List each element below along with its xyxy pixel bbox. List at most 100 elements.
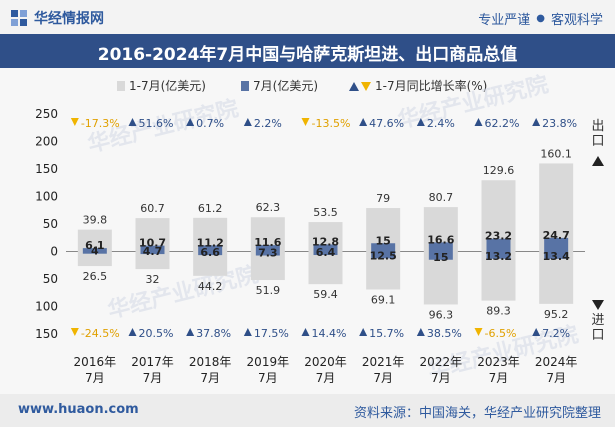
y-tick-label: 50 xyxy=(43,272,58,286)
brand-name: 华经情报网 xyxy=(34,11,104,27)
down-triangle-icon xyxy=(70,118,79,126)
side-label-import: 进口 xyxy=(591,313,604,343)
export-growth-item: 2.2% xyxy=(243,117,282,130)
y-tick-label: 0 xyxy=(50,245,58,259)
import-month-bar xyxy=(371,251,396,259)
import-month-bar xyxy=(140,251,165,255)
export-month-bar xyxy=(313,244,338,252)
import-month-bar xyxy=(544,251,569,259)
footer-source: 资料来源：中国海关，华经产业研究院整理 xyxy=(353,406,601,421)
import-month-label: 6.6 xyxy=(200,246,220,259)
import-month-label: 15 xyxy=(433,251,448,264)
up-triangle-icon xyxy=(359,328,368,336)
export-cumulative-label: 39.8 xyxy=(83,214,108,227)
import-cumulative-label: 96.3 xyxy=(429,308,454,321)
growth-value: -6.5% xyxy=(485,327,517,340)
import-cumulative-label: 26.5 xyxy=(83,270,108,283)
x-tick-label: 2017年 xyxy=(131,355,174,369)
import-cumulative-label: 59.4 xyxy=(313,288,338,301)
import-cumulative-bar xyxy=(423,251,458,305)
axes: 150 100 50 0 50 100 150 200 250 2016年 7月 2017年 7月 201… xyxy=(35,107,585,385)
export-month-label: 24.7 xyxy=(543,229,570,242)
growth-value: 7.2% xyxy=(542,327,570,340)
growth-value: 2.2% xyxy=(254,117,282,130)
import-growth-item: 37.8% xyxy=(186,327,231,340)
down-triangle-icon xyxy=(301,118,310,126)
x-tick-label: 2018年 xyxy=(189,355,232,369)
export-month-bar xyxy=(140,245,165,252)
export-month-label: 16.6 xyxy=(427,233,454,246)
growth-value: -13.5% xyxy=(312,117,351,130)
y-tick-label: 100 xyxy=(35,190,58,204)
import-cumulative-label: 32 xyxy=(146,273,160,286)
legend-label-cumulative: 1-7月(亿美元) xyxy=(129,78,206,93)
import-growth-item: -6.5% xyxy=(474,327,517,340)
x-tick-label: 2023年 xyxy=(477,355,520,369)
x-tick-label: 7月 xyxy=(258,371,278,385)
x-tick-label: 7月 xyxy=(143,371,163,385)
title-bar: 2016-2024年7月中国与哈萨克斯坦进、出口商品总值 xyxy=(0,34,615,68)
side-up-arrow-icon xyxy=(592,156,604,166)
growth-value: -17.3% xyxy=(81,117,120,130)
x-tick-label: 2019年 xyxy=(247,355,290,369)
up-triangle-icon xyxy=(359,118,368,126)
export-month-bar xyxy=(486,238,511,252)
up-triangle-icon xyxy=(474,118,483,126)
import-month-label: 13.4 xyxy=(543,250,570,263)
export-growth-item: 62.2% xyxy=(474,117,520,130)
footer-site-link[interactable]: www.huaon.com xyxy=(18,402,139,417)
x-tick-label: 7月 xyxy=(85,371,105,385)
export-month-bar xyxy=(428,242,453,252)
up-triangle-icon xyxy=(416,328,425,336)
y-tick-label: 150 xyxy=(35,162,58,176)
slogan-tag-1: 专业严谨 xyxy=(478,13,531,28)
export-month-label: 11.2 xyxy=(197,236,224,249)
export-month-bar xyxy=(82,248,107,252)
import-growth-item: 15.7% xyxy=(359,327,404,340)
growth-value: 51.6% xyxy=(139,117,174,130)
up-triangle-icon xyxy=(128,328,137,336)
export-month-label: 12.8 xyxy=(312,235,339,248)
up-triangle-icon xyxy=(416,118,425,126)
legend: 1-7月(亿美元) 7月(亿美元) 1-7月同比增长率(%) xyxy=(117,78,487,93)
up-triangle-icon xyxy=(128,118,137,126)
x-tick-label: 7月 xyxy=(200,371,220,385)
export-cumulative-label: 129.6 xyxy=(483,164,515,177)
export-month-bar xyxy=(371,243,396,252)
import-growth-item: 38.5% xyxy=(416,327,462,340)
x-tick-label: 2021年 xyxy=(362,355,405,369)
export-growth-item: -17.3% xyxy=(70,117,120,130)
growth-value: 38.5% xyxy=(427,327,462,340)
import-cumulative-bar xyxy=(539,251,574,304)
import-month-bar xyxy=(82,251,107,254)
export-growth-item: 47.6% xyxy=(359,117,404,130)
import-growth-item: -24.5% xyxy=(70,327,120,340)
up-triangle-icon xyxy=(243,328,252,336)
import-month-bar xyxy=(486,251,511,259)
import-growth-item: 7.2% xyxy=(532,327,570,340)
brand[interactable]: 华经情报网 xyxy=(10,8,104,28)
legend-down-triangle-icon xyxy=(361,82,371,91)
side-down-arrow-icon xyxy=(592,300,604,310)
up-triangle-icon xyxy=(532,328,541,336)
export-growth-item: 2.4% xyxy=(416,117,455,130)
export-cumulative-bar xyxy=(539,163,574,252)
import-cumulative-label: 89.3 xyxy=(486,305,511,318)
legend-swatch-month xyxy=(241,81,249,91)
export-growth-item: 51.6% xyxy=(128,117,174,130)
legend-swatch-cumulative xyxy=(117,81,125,91)
import-month-bar xyxy=(313,251,338,256)
y-tick-label: 50 xyxy=(43,217,58,231)
growth-value: 17.5% xyxy=(254,327,289,340)
export-cumulative-label: 80.7 xyxy=(429,191,454,204)
slogan-tag-2: 客观科学 xyxy=(550,13,603,28)
export-cumulative-bar xyxy=(77,229,112,252)
x-tick-label: 2016年 xyxy=(74,355,117,369)
x-tick-label: 7月 xyxy=(431,371,451,385)
side-labels: 出口 进口 xyxy=(591,119,604,343)
up-triangle-icon xyxy=(243,118,252,126)
slogan: 专业严谨 ● 客观科学 xyxy=(478,9,603,28)
growth-value: 0.7% xyxy=(196,117,224,130)
growth-value: 62.2% xyxy=(485,117,520,130)
import-cumulative-bar xyxy=(135,251,170,270)
